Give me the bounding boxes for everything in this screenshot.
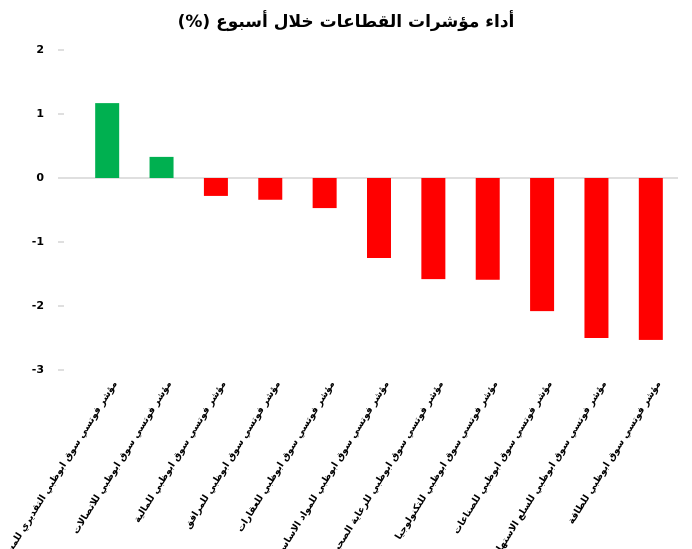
bar	[530, 178, 555, 312]
bar	[421, 178, 446, 280]
bar	[312, 178, 337, 209]
bar	[95, 103, 120, 178]
x-tick-label: مؤشر فوتسي سوق ابوظبي للرعاية الصحية	[329, 379, 446, 549]
x-tick-label: مؤشر فوتسي سوق ابوظبي للمرافق	[182, 379, 283, 531]
bar	[638, 178, 663, 340]
x-tick-label: مؤشر فوتسي سوق ابوظبي التقديري للمستهلك	[0, 379, 120, 549]
x-tick-label: مؤشر فوتسي سوق ابوظبي للتكنولوجيا	[393, 379, 500, 542]
x-tick-label: مؤشر فوتسي سوق ابوظبي للمالية	[132, 379, 229, 525]
bar	[475, 178, 500, 280]
y-tick-label: -1	[32, 235, 44, 248]
bar	[149, 156, 174, 178]
y-tick-label: 1	[36, 107, 44, 120]
x-tick-label: مؤشر فوتسي سوق ابوظبي للمواد الاساسية	[272, 379, 391, 549]
bar	[258, 178, 283, 200]
x-tick-label: مؤشر فوتسي سوق ابوظبي للعقارات	[235, 379, 338, 534]
bar	[203, 178, 228, 196]
y-tick-label: 2	[36, 43, 44, 56]
x-tick-label: مؤشر فوتسي سوق ابوظبي للطاقة	[566, 379, 664, 526]
x-tick-label: مؤشر فوتسي سوق ابوظبي للاتصالات	[70, 379, 174, 536]
bar	[367, 178, 391, 258]
chart-title: أداء مؤشرات القطاعات خلال أسبوع (%)	[178, 10, 515, 32]
bar	[584, 178, 609, 338]
y-tick-label: -2	[32, 299, 44, 312]
y-tick-label: 0	[36, 171, 44, 184]
x-tick-label: مؤشر فوتسي سوق ابوظبي للصناعات	[451, 379, 555, 536]
y-tick-label: -3	[32, 363, 44, 376]
